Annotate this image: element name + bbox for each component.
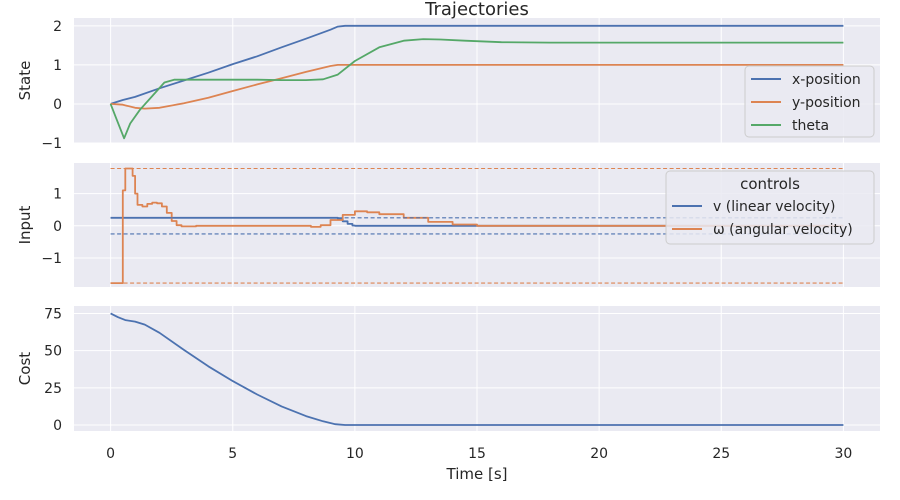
x-tick-label: 30 (834, 446, 852, 462)
legend-box (665, 170, 875, 245)
y-tick-label: 1 (53, 187, 62, 203)
legend: controls v (linear velocity) ω (angular ve… (665, 170, 875, 245)
x-tick-label: 15 (468, 446, 486, 462)
y-tick-label: 50 (44, 344, 62, 360)
y-axis-label: State (16, 61, 34, 101)
legend: x-position y-position theta (744, 65, 875, 138)
y-tick-label: 1 (53, 58, 62, 74)
series-line (110, 24, 844, 105)
series-line (110, 312, 844, 426)
chart-title: Trajectories (424, 0, 529, 20)
y-tick-label: 0 (53, 418, 62, 434)
x-tick-label: 5 (228, 446, 237, 462)
y-tick-label: 0 (53, 219, 62, 235)
series-line (110, 64, 844, 110)
y-tick-label: 2 (53, 19, 62, 35)
legend-entry: theta (792, 118, 829, 134)
legend-entry: ω (angular velocity) (713, 222, 853, 238)
x-tick-label: 10 (346, 446, 364, 462)
panel-0: −1 0 1 2 State Trajectories x-position y-positi… (16, 0, 880, 152)
panel-2: 0 25 50 75 0 5 10 15 20 25 30 Cost Time [s] (16, 306, 880, 483)
panel-1: −1 0 1 Input controls v (linear velocity) ω (a… (16, 163, 880, 287)
series-line (109, 38, 844, 140)
y-axis-label: Cost (16, 352, 34, 385)
legend-title: controls (740, 175, 800, 193)
y-tick-label: 25 (44, 381, 62, 397)
x-tick-label: 25 (712, 446, 730, 462)
y-axis-label: Input (16, 205, 34, 244)
legend-box (744, 65, 875, 138)
legend-entry: v (linear velocity) (713, 199, 835, 215)
y-tick-label: 75 (44, 306, 62, 322)
legend-entry: x-position (792, 72, 861, 88)
y-tick-label: 0 (53, 97, 62, 113)
x-tick-label: 20 (590, 446, 608, 462)
y-tick-label: −1 (41, 251, 62, 267)
x-tick-label: 0 (106, 446, 115, 462)
x-axis-label: Time [s] (446, 465, 508, 483)
legend-entry: y-position (792, 95, 861, 111)
series-line (110, 167, 844, 284)
y-tick-label: −1 (41, 136, 62, 152)
